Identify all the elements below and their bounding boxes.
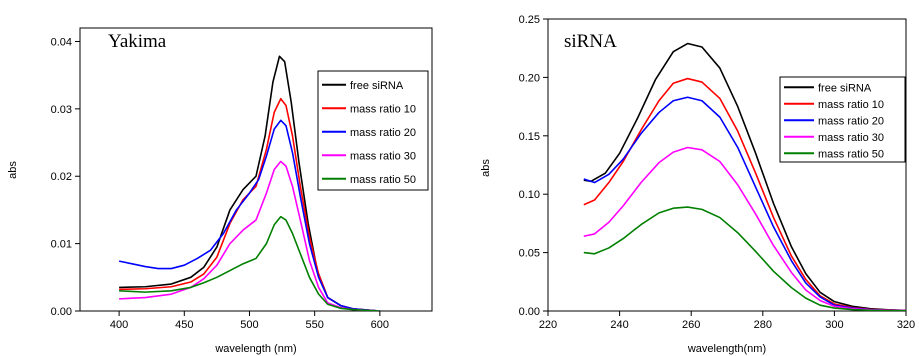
- legend-label-2: mass ratio 10: [350, 103, 416, 115]
- y-tick-label: 0.00: [519, 306, 540, 318]
- series-line-5: [119, 215, 380, 311]
- y-tick-label: 0.25: [519, 14, 540, 26]
- x-tick-label: 220: [539, 319, 557, 331]
- legend-label-5: mass ratio 50: [818, 148, 884, 160]
- y-tick-label: 0.00: [51, 306, 72, 318]
- x-tick-label: 400: [110, 319, 128, 331]
- legend-label-1: free siRNA: [818, 82, 872, 94]
- legend-label-5: mass ratio 50: [350, 174, 416, 186]
- legend-label-1: free siRNA: [350, 80, 404, 92]
- x-tick-label: 280: [754, 319, 772, 331]
- x-tick-label: 550: [305, 319, 323, 331]
- legend-label-4: mass ratio 30: [350, 150, 416, 162]
- y-tick-label: 0.15: [519, 131, 540, 143]
- series-line-4: [583, 146, 906, 311]
- panel-title: Yakima: [108, 31, 167, 52]
- x-tick-label: 240: [610, 319, 628, 331]
- y-tick-label: 0.01: [51, 239, 72, 251]
- y-tick-label: 0.20: [519, 72, 540, 84]
- x-tick-label: 450: [175, 319, 193, 331]
- legend-label-3: mass ratio 20: [350, 127, 416, 139]
- legend-label-3: mass ratio 20: [818, 115, 884, 127]
- y-tick-label: 0.04: [51, 36, 72, 48]
- series-line-1: [583, 42, 906, 311]
- x-tick-label: 260: [682, 319, 700, 331]
- y-tick-label: 0.10: [519, 189, 540, 201]
- series-line-5: [583, 206, 906, 311]
- series-line-3: [118, 119, 380, 311]
- x-tick-label: 300: [825, 319, 843, 331]
- x-tick-label: 320: [897, 319, 915, 331]
- legend-label-4: mass ratio 30: [818, 132, 884, 144]
- plot-frame: [79, 27, 433, 312]
- x-axis-label: wavelength(nm): [687, 343, 766, 355]
- y-axis-label: abs: [7, 161, 19, 179]
- y-tick-label: 0.03: [51, 104, 72, 116]
- y-tick-label: 0.02: [51, 171, 72, 183]
- legend-label-2: mass ratio 10: [818, 99, 884, 111]
- chart-panel-2: 220 240 260 280 300 320 0.00 0.05 0.10 0.15 0.20 0.…: [480, 14, 915, 355]
- x-tick-label: 600: [371, 319, 389, 331]
- plot-frame: [547, 18, 907, 312]
- legend-box: [317, 70, 429, 191]
- x-axis-label: wavelength (nm): [214, 343, 296, 355]
- x-tick-label: 500: [240, 319, 258, 331]
- panel-title: siRNA: [564, 31, 617, 52]
- series-line-4: [119, 160, 380, 311]
- y-axis-label: abs: [480, 159, 492, 177]
- chart-panel-1: 400 450 500 550 600 0.00 0.01 0.02 0.03 0.04 wavel…: [7, 27, 433, 355]
- y-tick-label: 0.05: [519, 248, 540, 260]
